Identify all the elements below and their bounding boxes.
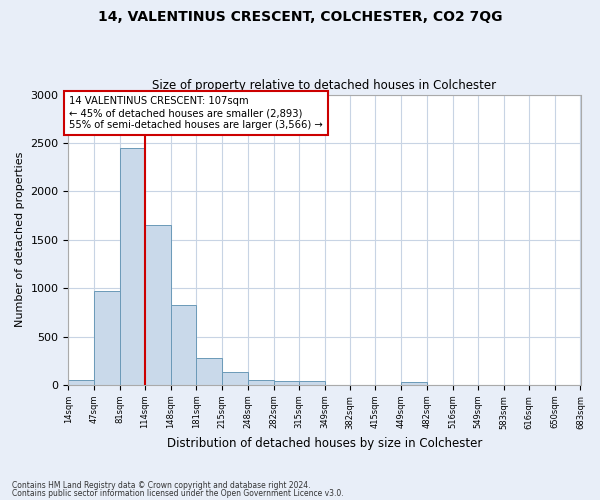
Bar — [196, 358, 222, 385]
Bar — [68, 380, 94, 385]
Bar — [94, 290, 119, 385]
Text: 14, VALENTINUS CRESCENT, COLCHESTER, CO2 7QG: 14, VALENTINUS CRESCENT, COLCHESTER, CO2… — [98, 10, 502, 24]
Bar — [274, 380, 299, 385]
Bar — [299, 381, 325, 385]
Bar — [145, 225, 171, 385]
Text: Contains HM Land Registry data © Crown copyright and database right 2024.: Contains HM Land Registry data © Crown c… — [12, 481, 311, 490]
Bar — [171, 305, 196, 385]
Text: Contains public sector information licensed under the Open Government Licence v3: Contains public sector information licen… — [12, 488, 344, 498]
Bar — [119, 148, 145, 385]
Y-axis label: Number of detached properties: Number of detached properties — [15, 152, 25, 328]
X-axis label: Distribution of detached houses by size in Colchester: Distribution of detached houses by size … — [167, 437, 482, 450]
Bar — [248, 380, 274, 385]
Title: Size of property relative to detached houses in Colchester: Size of property relative to detached ho… — [152, 79, 497, 92]
Bar — [222, 372, 248, 385]
Text: 14 VALENTINUS CRESCENT: 107sqm
← 45% of detached houses are smaller (2,893)
55% : 14 VALENTINUS CRESCENT: 107sqm ← 45% of … — [69, 96, 323, 130]
Bar — [401, 382, 427, 385]
